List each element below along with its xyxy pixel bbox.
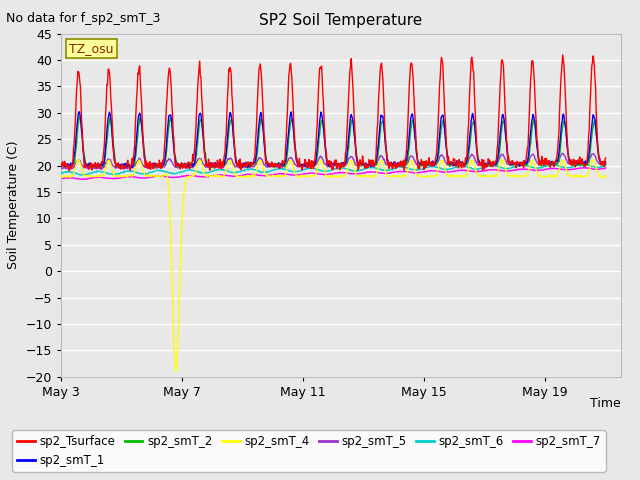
Title: SP2 Soil Temperature: SP2 Soil Temperature xyxy=(259,13,422,28)
Legend: sp2_Tsurface, sp2_smT_1, sp2_smT_2, sp2_smT_4, sp2_smT_5, sp2_smT_6, sp2_smT_7: sp2_Tsurface, sp2_smT_1, sp2_smT_2, sp2_… xyxy=(12,431,605,472)
Text: Time: Time xyxy=(590,397,621,410)
Text: TZ_osu: TZ_osu xyxy=(69,42,114,55)
Y-axis label: Soil Temperature (C): Soil Temperature (C) xyxy=(7,141,20,269)
Text: No data for f_sp2_smT_3: No data for f_sp2_smT_3 xyxy=(6,12,161,25)
